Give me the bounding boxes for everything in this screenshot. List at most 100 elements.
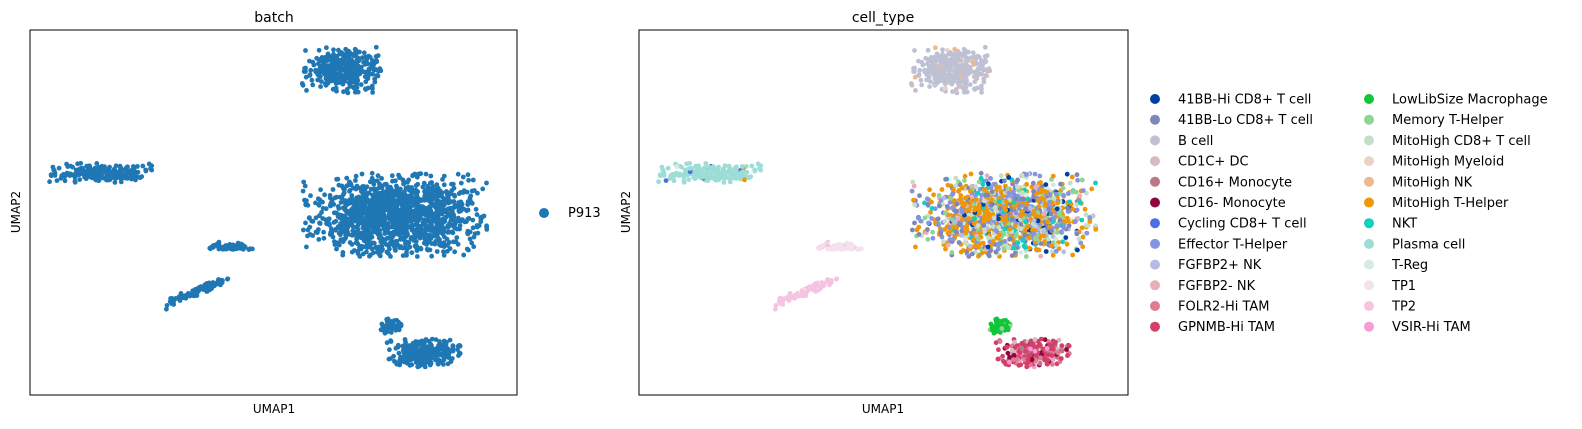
point [393,226,399,232]
point [834,244,840,250]
point [919,82,925,88]
point [942,226,948,232]
point [1001,246,1007,252]
point [343,219,349,225]
point [216,246,222,252]
point [413,245,419,250]
point [1053,191,1059,197]
point [352,203,358,208]
point [336,182,342,188]
point [949,73,954,78]
point [933,80,939,86]
point [47,179,52,185]
point [385,184,391,190]
point [437,207,443,212]
point [1046,237,1051,242]
point [367,206,373,212]
point [308,193,313,199]
point [409,226,415,232]
point [966,216,971,221]
point [484,227,490,232]
point [329,231,335,236]
point [398,226,404,232]
point [72,175,78,180]
point [686,177,692,183]
point [993,228,999,234]
point [113,169,119,175]
point [945,230,951,236]
point [429,180,434,185]
point [375,53,381,58]
point [361,50,367,56]
point [367,54,373,60]
point [1039,187,1044,193]
point [357,216,362,221]
point [946,51,952,57]
point [918,218,924,224]
point [1022,245,1028,250]
point [1006,175,1012,180]
point [734,175,740,181]
point [59,173,65,179]
point [1049,228,1055,234]
point [94,161,100,166]
point [787,291,793,296]
point [406,177,412,183]
point [410,196,416,202]
point [1041,211,1047,217]
x-axis-label: UMAP1 [253,402,295,416]
point [84,169,90,175]
point [302,66,307,71]
point [1070,252,1076,258]
point [917,193,922,199]
point [325,77,331,82]
point [933,45,938,51]
point [433,337,439,342]
point [352,89,358,95]
point [376,192,382,198]
point [317,220,322,226]
point [980,240,986,246]
point [810,285,816,291]
point [1023,192,1029,198]
point [960,79,965,85]
point [133,177,138,183]
point [403,339,408,345]
point [438,192,443,197]
point [1019,172,1025,178]
point [441,249,446,255]
point [982,44,988,50]
point [1060,239,1065,245]
point [982,187,987,192]
point [432,211,438,217]
point [350,185,356,191]
point [1020,238,1026,243]
point [1050,346,1056,352]
point [430,184,436,189]
point [464,219,469,225]
point [66,172,72,178]
point [303,220,308,226]
point [1020,203,1025,208]
point [168,296,174,301]
point [366,223,372,228]
point [1059,343,1065,349]
point [358,82,364,87]
point [361,59,366,65]
point [922,215,928,221]
point [742,177,747,183]
point [1065,205,1071,211]
point [1006,245,1012,251]
point [661,173,667,178]
point [925,237,931,242]
point [410,340,416,346]
point [384,249,390,255]
point [299,81,305,86]
point [429,253,435,259]
point [1047,199,1053,205]
point [398,354,403,360]
point [332,68,337,73]
point [963,195,968,201]
point [178,291,184,296]
point [1089,186,1095,192]
